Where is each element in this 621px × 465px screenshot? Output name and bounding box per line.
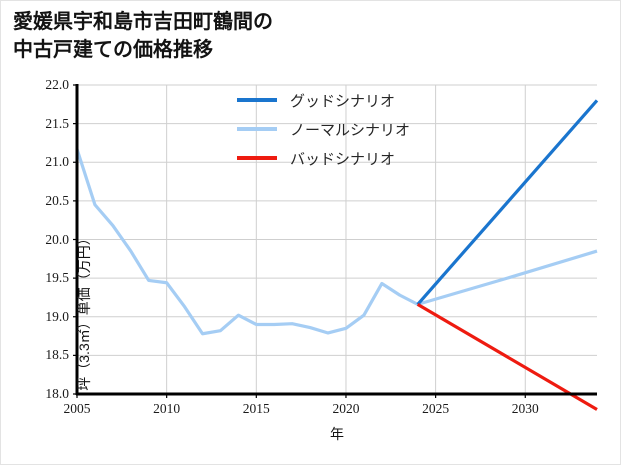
- legend-item-label: ノーマルシナリオ: [290, 122, 411, 139]
- y-tick-label: 19.5: [45, 270, 69, 286]
- x-axis-label: 年: [330, 426, 344, 442]
- y-tick-label: 20.5: [45, 192, 69, 208]
- page-title: 愛媛県宇和島市吉田町鶴間の 中古戸建ての価格推移: [13, 11, 273, 61]
- legend-item[interactable]: ノーマルシナリオ: [237, 118, 410, 140]
- x-tick-label: 2005: [63, 401, 91, 416]
- y-axis-label: 坪（3.3㎡）単価（万円）: [74, 161, 94, 390]
- legend-color-swatch: [237, 156, 277, 160]
- series-line-normal: [75, 148, 598, 336]
- x-tick-label: 2010: [153, 401, 181, 416]
- legend-color-swatch: [237, 98, 277, 102]
- y-tick-label: 18.0: [45, 386, 69, 401]
- legend-item[interactable]: グッドシナリオ: [237, 89, 410, 111]
- y-tick-label: 19.0: [45, 308, 69, 324]
- legend-item-label: バッドシナリオ: [290, 151, 396, 168]
- y-axis-label-text: 坪（3.3㎡）単価（万円）: [76, 230, 92, 391]
- legend-item[interactable]: バッドシナリオ: [237, 147, 410, 169]
- y-tick-label: 21.5: [45, 115, 69, 131]
- y-tick-label: 20.0: [45, 231, 69, 247]
- legend-color-swatch: [237, 127, 277, 131]
- chart-legend: グッドシナリオ ノーマルシナリオ バッドシナリオ: [237, 89, 410, 169]
- y-tick-label: 21.0: [45, 154, 69, 170]
- legend-item-label: グッドシナリオ: [290, 93, 396, 110]
- y-tick-label: 22.0: [45, 77, 69, 92]
- x-tick-label: 2015: [242, 401, 270, 416]
- series-line-good: [416, 99, 599, 306]
- y-tick-label: 18.5: [45, 347, 69, 363]
- x-tick-label: 2030: [511, 401, 539, 416]
- x-tick-label: 2020: [332, 401, 360, 416]
- series-line-bad: [416, 303, 598, 411]
- x-tick-label: 2025: [422, 401, 450, 416]
